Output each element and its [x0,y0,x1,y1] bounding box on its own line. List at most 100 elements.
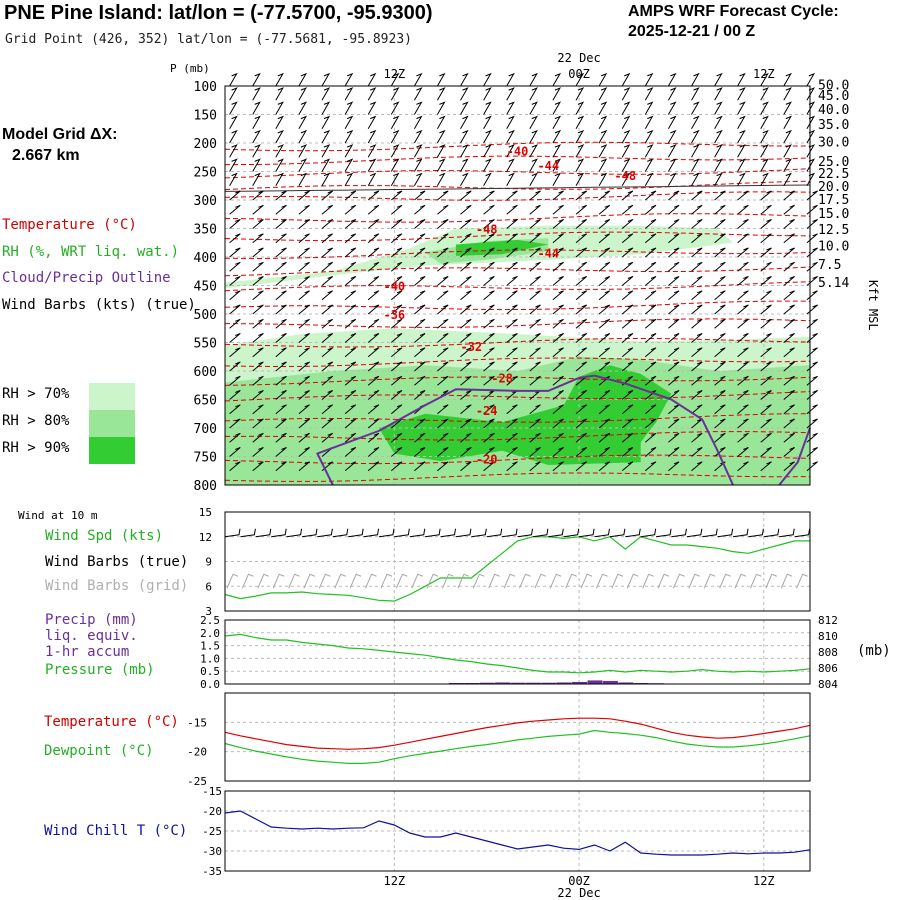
wind-barb [298,261,310,272]
wind-barb [437,333,449,343]
wind-barb [367,115,377,130]
wind-barb [275,233,287,244]
wind-barb-grid [765,573,778,589]
isotherm-label: -24 [476,404,498,418]
wind-barb [575,347,588,358]
wind-barb [344,115,354,130]
wind-barb [806,101,816,115]
wind-barb [344,172,354,187]
wind-barb [691,261,703,272]
wind-barb [575,72,585,87]
wind-barb [321,219,334,229]
wind-barb [598,461,611,472]
wind-barb-true [502,528,518,538]
wind-barb [275,204,287,215]
wind-barb [691,204,703,215]
wind-barb [760,172,769,187]
wind-barb [737,101,746,115]
precip-ytick-label: 1.5 [200,640,220,653]
precip-bar [587,680,603,684]
wind-barb [344,333,357,343]
wind-barb [714,190,726,201]
wind-barb [275,101,284,115]
wind-barb [667,115,677,130]
wind-barb [275,361,287,372]
wind-barb [229,347,241,358]
wind-barb [275,304,287,315]
wind-barb [252,461,264,472]
wind-barb [229,432,241,443]
wind-barb-true [748,528,764,538]
wind-barb [367,447,380,457]
wind-barb [229,129,238,144]
wind-barb [783,276,795,286]
wind-barb [367,247,380,258]
wind-barb [506,87,515,101]
wind-barb [691,361,703,372]
wind-barb [483,318,495,329]
wind-barb [298,247,310,258]
wind-barb [229,72,238,87]
wind-barb [414,304,426,315]
wind-barb [252,404,264,415]
wind-barb [298,190,310,201]
pressure-tick-label: 300 [194,194,217,209]
legend-rh: RH (%, WRT liq. wat.) [2,244,180,260]
wind-barb [275,290,287,301]
wind-barb [621,247,634,258]
wind-barb-true [440,528,457,538]
wind-barb [321,361,334,372]
wind-barb [367,87,377,101]
wind-barb [575,418,588,429]
wind-barb [252,172,261,187]
wind-barb [275,115,284,130]
wind-barb [760,418,772,429]
pressure-tick-label: 150 [194,109,217,124]
wind-barb [806,87,816,101]
wind-barb [714,172,723,187]
wind-barb-true [532,528,549,538]
wind-barb [621,333,634,343]
wind-barb [621,461,634,472]
legend-swatch-rh70 [89,383,135,410]
wind-barb-grid [272,573,285,589]
wind-barb [667,72,677,87]
panel-background [225,693,810,781]
wind-barb-true [671,528,687,538]
wind-barb [621,219,634,229]
wind-barb [229,390,241,400]
wind-barb [321,390,334,400]
wind-barb [229,418,241,429]
wind-ytick-label: 15 [199,506,212,519]
chill-ytick-label: -35 [202,865,222,878]
temperature-isotherm [224,141,810,152]
wind-barb [321,247,334,258]
isotherm-label: -20 [476,452,498,466]
grid-point-label: Grid Point (426, 352) lat/lon = (-77.568… [5,32,412,47]
wind-barb [367,318,380,329]
wind-barb [783,375,795,386]
wind-barb-grid [611,573,624,589]
date-label-bottom: 22 Dec [557,886,600,900]
wind-barb-grid [349,573,362,589]
wind-barb [275,190,287,201]
wind-barb [598,190,611,201]
wind-barb [691,219,703,229]
wind-barb [737,418,749,429]
wind-barb [437,304,449,315]
wind-barb [298,233,310,244]
wind-barb [783,247,795,258]
wind-barb [783,115,792,130]
wind-barb [668,461,680,472]
wind-barb [252,261,264,272]
temperature-isotherm [224,357,811,368]
wind-barb [714,204,726,215]
wind-barb [691,101,700,115]
wind-barb-grid [380,573,393,589]
legend-temperature: Temperature (°C) [2,217,137,233]
pressure-tick-label: 100 [194,80,217,95]
wind-barb [483,158,492,172]
wind-barb-grid [472,573,485,589]
wind-barb [460,333,472,343]
wind-barb [437,219,449,229]
